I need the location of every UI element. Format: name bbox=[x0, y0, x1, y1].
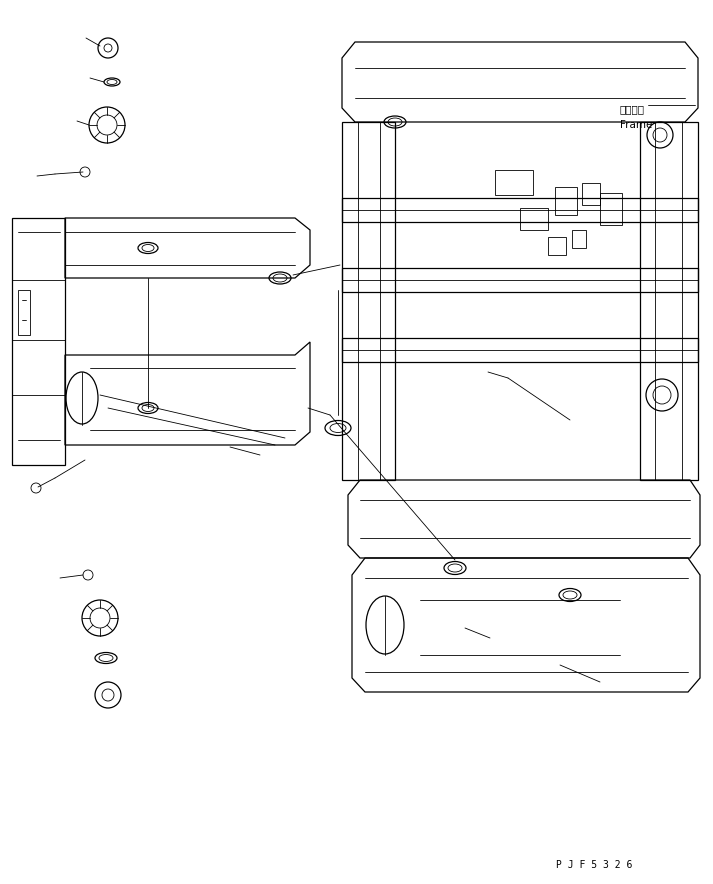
Bar bbox=[572, 230, 586, 248]
Text: Frame: Frame bbox=[620, 120, 652, 130]
Text: P J F 5 3 2 6: P J F 5 3 2 6 bbox=[556, 860, 632, 870]
Bar bbox=[548, 237, 566, 255]
Text: フレーム: フレーム bbox=[620, 104, 645, 114]
Bar bbox=[582, 183, 600, 205]
Bar bbox=[555, 187, 577, 215]
Bar bbox=[495, 170, 533, 195]
Bar bbox=[600, 193, 622, 225]
Bar bbox=[520, 208, 548, 230]
